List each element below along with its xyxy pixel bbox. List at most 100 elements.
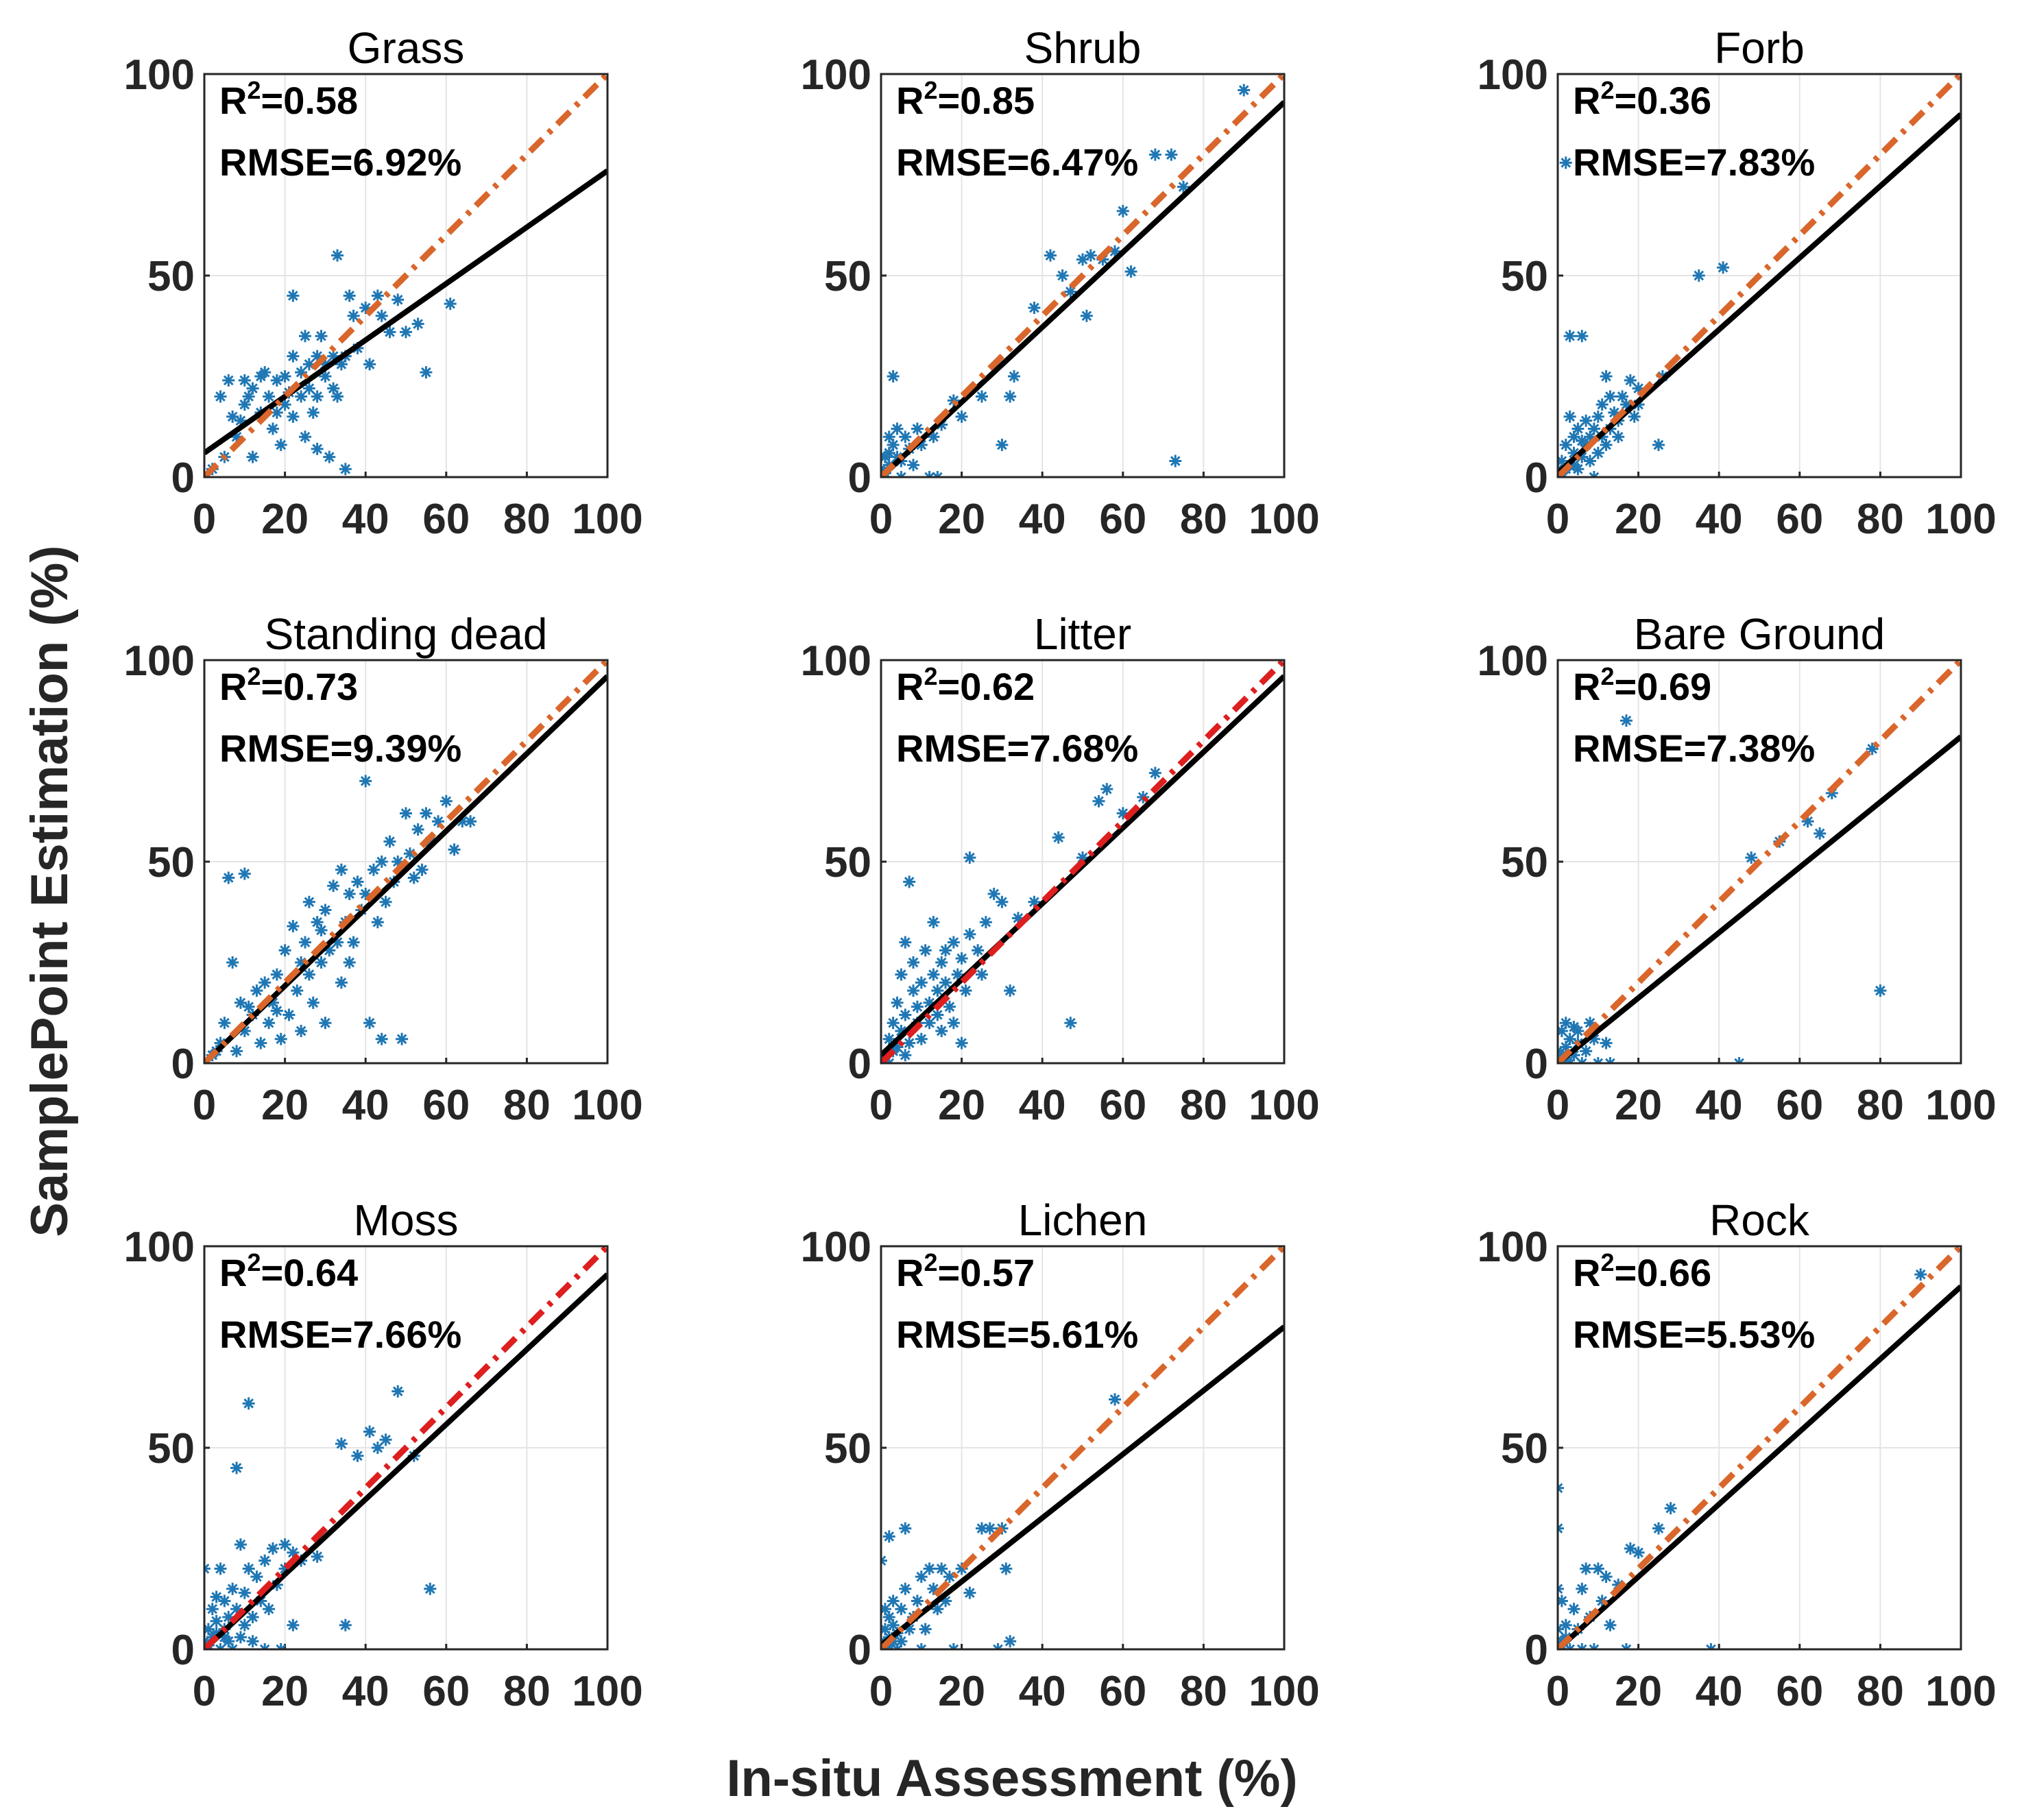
data-point-stroke — [900, 431, 911, 442]
r-squared-superscript: 2 — [1600, 662, 1614, 690]
x-tick-label: 80 — [503, 1668, 551, 1715]
x-tick-label: 60 — [422, 1082, 470, 1129]
data-point — [899, 1522, 912, 1535]
data-point-stroke — [1150, 768, 1161, 779]
data-point-stroke — [881, 1555, 887, 1562]
data-point-stroke — [231, 1644, 238, 1649]
r-squared-label: R2=0.66 — [1573, 1248, 1711, 1294]
data-point-stroke — [417, 864, 427, 875]
data-point — [923, 1562, 936, 1575]
data-point-stroke — [433, 816, 444, 827]
data-point-stroke — [993, 1644, 1000, 1649]
data-point-stroke — [1592, 1644, 1600, 1649]
data-point-stroke — [360, 776, 371, 786]
data-point — [411, 317, 424, 330]
plot-frame — [203, 659, 609, 1065]
data-point-stroke — [956, 953, 967, 964]
data-point — [891, 996, 904, 1009]
data-point-stroke — [215, 391, 226, 402]
data-point-stroke — [985, 1523, 996, 1533]
data-point — [311, 1550, 324, 1563]
data-point — [246, 450, 259, 463]
data-point-stroke — [1045, 250, 1056, 260]
data-point-stroke — [916, 978, 927, 988]
data-point — [899, 1049, 912, 1062]
data-point-stroke — [1013, 912, 1024, 923]
data-point — [396, 1032, 409, 1045]
data-point-stroke — [924, 997, 935, 1008]
data-point-stroke — [1589, 424, 1600, 434]
data-point — [1733, 1057, 1746, 1063]
r-squared-symbol: R — [896, 1251, 924, 1294]
r-squared-superscript: 2 — [924, 76, 937, 104]
data-point — [246, 1610, 259, 1623]
panel-grid: 0 20 40 60 80 100050100GrassR2=0.58RMSE=6.92%… — [124, 23, 1997, 1715]
data-point-stroke — [896, 1026, 906, 1036]
data-point-stroke — [364, 1017, 375, 1028]
data-point — [1064, 1017, 1077, 1030]
data-point-stroke — [956, 411, 967, 422]
data-point-stroke — [312, 391, 323, 402]
data-point — [278, 1538, 291, 1551]
data-point-stroke — [344, 888, 355, 899]
data-point-stroke — [1576, 1584, 1587, 1594]
data-point — [1604, 1057, 1617, 1063]
data-point-stroke — [1580, 1644, 1587, 1649]
data-point — [907, 459, 920, 472]
data-point — [242, 390, 255, 403]
data-point-stroke — [364, 1427, 375, 1437]
plot-area — [204, 660, 607, 1063]
data-point-stroke — [1126, 266, 1136, 277]
data-point-stroke — [919, 1644, 927, 1649]
data-point — [274, 1643, 287, 1649]
data-point-stroke — [1565, 1034, 1576, 1045]
data-point — [274, 1032, 287, 1045]
data-point-stroke — [956, 1038, 967, 1048]
x-tick-label: 20 — [1615, 496, 1662, 543]
data-point-stroke — [928, 431, 939, 442]
data-point-stroke — [231, 1045, 242, 1056]
r-squared-value: =0.58 — [261, 79, 358, 122]
x-tick-label: 80 — [503, 1082, 551, 1129]
data-point-stroke — [364, 359, 375, 369]
regression-line — [1558, 1284, 1961, 1649]
data-point-stroke — [223, 375, 234, 386]
data-point-stroke — [263, 1017, 274, 1028]
data-point-stroke — [449, 844, 459, 855]
data-point-stroke — [908, 957, 919, 968]
data-point — [335, 863, 348, 876]
data-point — [411, 823, 424, 836]
data-point — [339, 463, 352, 476]
r-squared-superscript: 2 — [1600, 1248, 1614, 1276]
data-point — [420, 807, 433, 820]
data-point-stroke — [881, 1636, 887, 1643]
data-point-stroke — [1589, 472, 1596, 477]
data-point-stroke — [1592, 472, 1600, 477]
data-point — [1587, 471, 1600, 477]
panel-title: Shrub — [1024, 23, 1142, 73]
data-point-stroke — [381, 1434, 391, 1445]
data-point-stroke — [248, 1612, 258, 1623]
data-point — [327, 879, 340, 893]
data-point-stroke — [211, 1616, 222, 1627]
data-point — [1177, 180, 1190, 193]
data-point — [1717, 261, 1730, 274]
y-tick-label: 100 — [1478, 51, 1548, 99]
x-tick-label: 100 — [1925, 1082, 1996, 1129]
data-point-stroke — [332, 937, 343, 947]
data-point — [287, 410, 300, 423]
data-point-stroke — [287, 1547, 298, 1558]
panel-title: Litter — [1034, 609, 1131, 659]
data-point-stroke — [248, 452, 258, 462]
x-tick-label: 20 — [261, 1082, 309, 1129]
data-point-stroke — [1053, 832, 1064, 843]
data-point — [1591, 446, 1604, 459]
data-point-stroke — [276, 439, 287, 450]
x-tick-label: 60 — [422, 496, 470, 543]
data-point — [1008, 370, 1021, 383]
r-squared-label: R2=0.73 — [219, 662, 358, 708]
data-point-stroke — [1565, 1644, 1571, 1649]
